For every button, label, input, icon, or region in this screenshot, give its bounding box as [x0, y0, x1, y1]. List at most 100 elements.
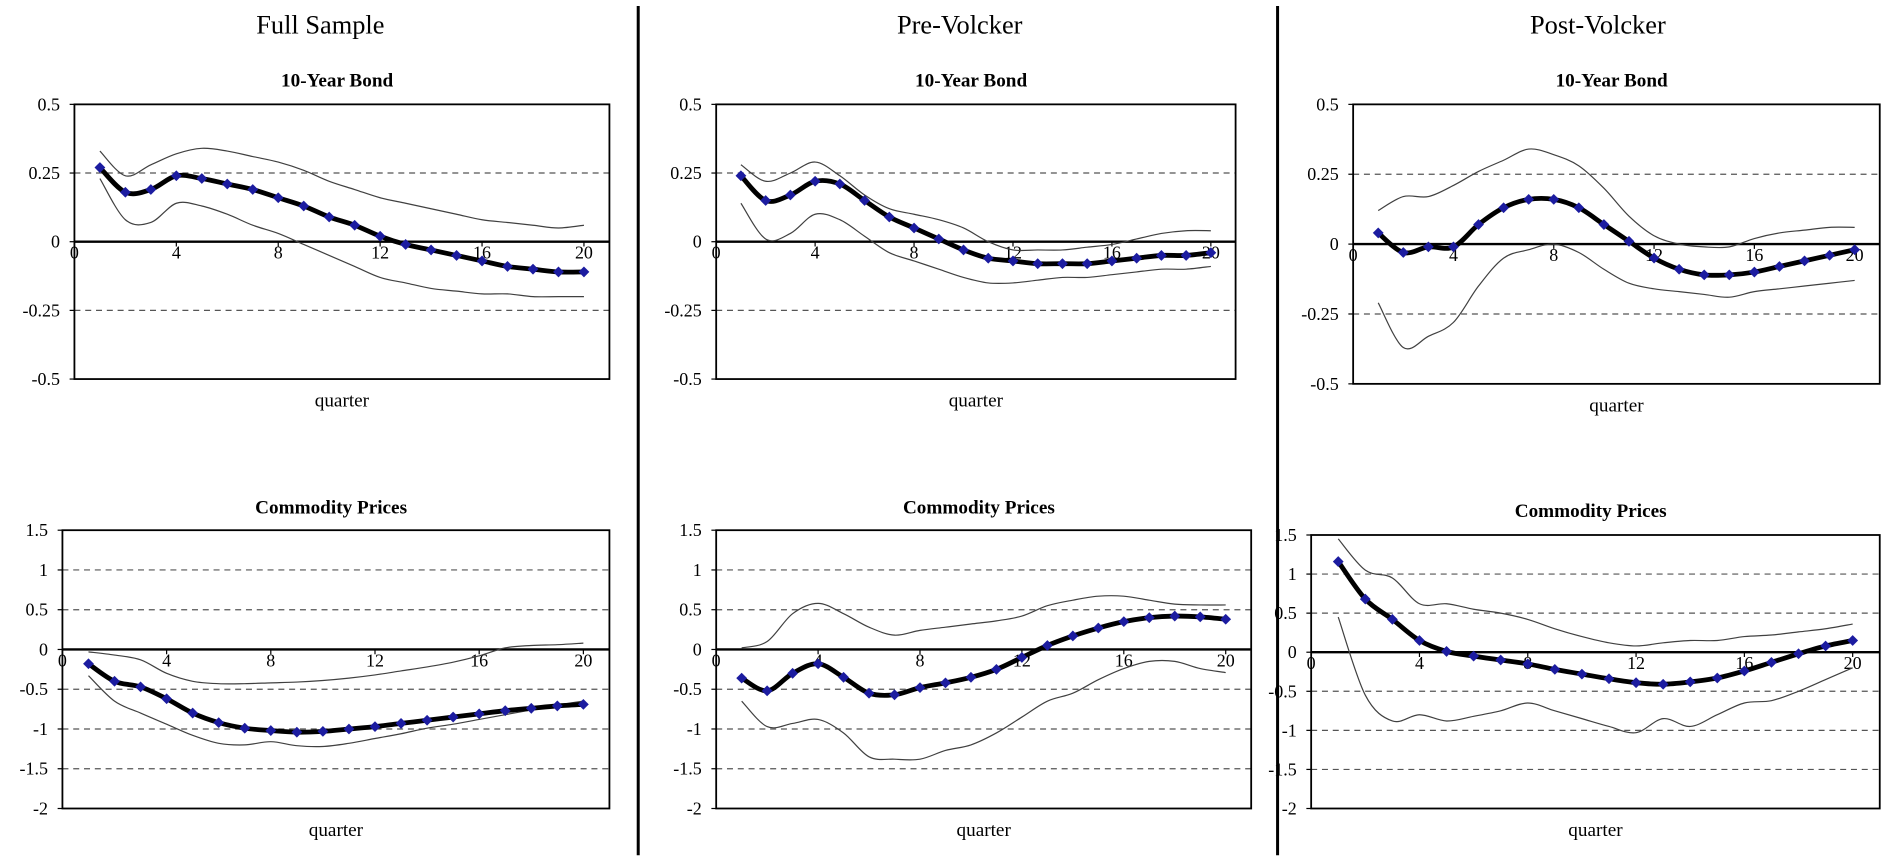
y-tick-label: 0 [1330, 234, 1339, 254]
column-title: Full Sample [256, 10, 384, 40]
marker [982, 252, 994, 264]
marker [1118, 616, 1130, 628]
y-tick-label: 0.25 [1307, 164, 1338, 184]
marker [1573, 202, 1585, 214]
marker [1386, 613, 1398, 625]
y-tick-label: -1 [687, 719, 702, 739]
series-line [1337, 616, 1853, 734]
y-tick-label: 0 [51, 232, 60, 252]
marker [809, 175, 821, 187]
x-tick-label: 20 [575, 243, 593, 263]
marker [1143, 612, 1155, 624]
y-tick-label: 0.5 [38, 94, 60, 114]
y-tick-label: 0.25 [670, 163, 701, 183]
x-tick-label: 20 [574, 650, 592, 670]
marker [914, 682, 926, 694]
marker [1057, 258, 1068, 270]
y-tick-label: 1.5 [1274, 525, 1296, 545]
x-tick-label: 0 [1349, 245, 1358, 265]
marker [196, 173, 208, 184]
x-tick-label: 4 [162, 650, 171, 670]
marker [499, 705, 511, 717]
series-line [88, 642, 584, 685]
marker [1549, 664, 1561, 675]
marker [369, 721, 381, 732]
x-tick-label: 0 [58, 650, 67, 670]
marker [863, 687, 875, 699]
marker [447, 711, 459, 723]
marker [1498, 202, 1510, 214]
marker [1774, 261, 1785, 272]
marker [1155, 250, 1167, 261]
x-tick-label: 0 [712, 650, 721, 670]
marker [1711, 672, 1723, 684]
marker [784, 189, 796, 201]
x-tick-label: 4 [1415, 653, 1424, 673]
marker [908, 222, 920, 234]
x-tick-label: 12 [1004, 243, 1022, 263]
y-tick-label: 0.25 [29, 163, 60, 183]
marker [1495, 654, 1507, 666]
marker [1793, 648, 1804, 660]
column-title: Pre-Volcker [897, 10, 1023, 40]
x-tick-label: 8 [915, 650, 924, 670]
x-tick-label: 8 [266, 650, 275, 670]
y-tick-label: -1.5 [20, 759, 48, 779]
plot-frame [1310, 534, 1881, 810]
marker [1748, 266, 1760, 278]
marker [1468, 650, 1480, 662]
series-line [1337, 538, 1853, 647]
y-tick-label: 1.5 [26, 520, 48, 540]
y-tick-label: 1.5 [679, 520, 701, 540]
marker [1738, 665, 1750, 677]
marker [551, 700, 563, 712]
x-axis-label: quarter [1568, 820, 1623, 841]
marker [1698, 269, 1710, 281]
marker [525, 702, 537, 714]
marker [1673, 263, 1685, 275]
y-tick-label: 1 [693, 560, 702, 580]
x-axis-label: quarter [309, 820, 364, 841]
marker [170, 170, 182, 182]
y-tick-label: 0.5 [679, 600, 701, 620]
marker [272, 192, 284, 204]
y-tick-label: -0.5 [20, 679, 48, 699]
marker [317, 725, 329, 737]
marker [834, 178, 846, 190]
marker [577, 698, 589, 710]
y-tick-label: -1 [1282, 720, 1297, 740]
y-tick-label: 0.5 [679, 94, 701, 114]
marker [1092, 622, 1104, 634]
marker [1032, 258, 1044, 270]
chart-title: 10-Year Bond [281, 70, 393, 91]
marker [1332, 556, 1344, 567]
marker [553, 266, 564, 278]
marker [247, 184, 259, 195]
marker [239, 722, 251, 734]
marker [343, 723, 355, 735]
marker [1180, 250, 1192, 261]
marker [476, 255, 488, 267]
marker [502, 261, 513, 272]
x-tick-label: 8 [910, 243, 919, 263]
marker [1630, 677, 1642, 689]
series-line [99, 178, 584, 298]
marker [1548, 193, 1560, 205]
y-tick-label: 0.5 [26, 600, 48, 620]
marker [1723, 269, 1735, 281]
marker [889, 689, 900, 701]
marker [1169, 610, 1181, 622]
x-tick-label: 16 [473, 243, 491, 263]
marker [527, 263, 539, 275]
y-tick-label: -1.5 [1268, 759, 1296, 779]
y-tick-label: -0.25 [664, 300, 701, 320]
y-tick-label: -1.5 [673, 759, 701, 779]
x-tick-label: 0 [712, 243, 721, 263]
series-line [740, 161, 1211, 252]
marker [1220, 613, 1232, 625]
marker [883, 211, 895, 223]
x-tick-label: 20 [1844, 653, 1862, 673]
y-tick-label: -0.25 [1301, 304, 1338, 324]
x-tick-label: 4 [811, 243, 820, 263]
